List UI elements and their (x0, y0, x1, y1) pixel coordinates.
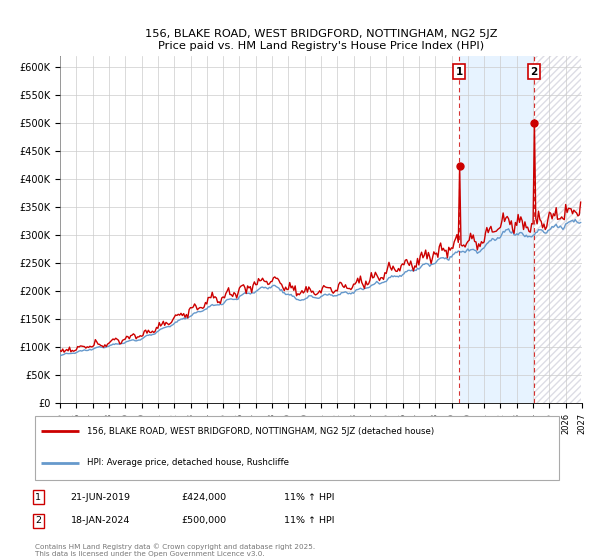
Text: 1: 1 (35, 493, 41, 502)
Text: 1: 1 (455, 67, 463, 77)
Text: 18-JAN-2024: 18-JAN-2024 (71, 516, 130, 525)
Text: 156, BLAKE ROAD, WEST BRIDGFORD, NOTTINGHAM, NG2 5JZ (detached house): 156, BLAKE ROAD, WEST BRIDGFORD, NOTTING… (86, 427, 434, 436)
Text: 2: 2 (35, 516, 41, 525)
Title: 156, BLAKE ROAD, WEST BRIDGFORD, NOTTINGHAM, NG2 5JZ
Price paid vs. HM Land Regi: 156, BLAKE ROAD, WEST BRIDGFORD, NOTTING… (145, 30, 497, 51)
Text: 21-JUN-2019: 21-JUN-2019 (71, 493, 131, 502)
Text: 11% ↑ HPI: 11% ↑ HPI (284, 516, 334, 525)
Text: £424,000: £424,000 (181, 493, 226, 502)
Text: 2: 2 (530, 67, 538, 77)
Text: 11% ↑ HPI: 11% ↑ HPI (284, 493, 334, 502)
Text: £500,000: £500,000 (181, 516, 226, 525)
FancyBboxPatch shape (35, 416, 559, 480)
Text: Contains HM Land Registry data © Crown copyright and database right 2025.
This d: Contains HM Land Registry data © Crown c… (35, 544, 316, 557)
Text: HPI: Average price, detached house, Rushcliffe: HPI: Average price, detached house, Rush… (86, 458, 289, 467)
